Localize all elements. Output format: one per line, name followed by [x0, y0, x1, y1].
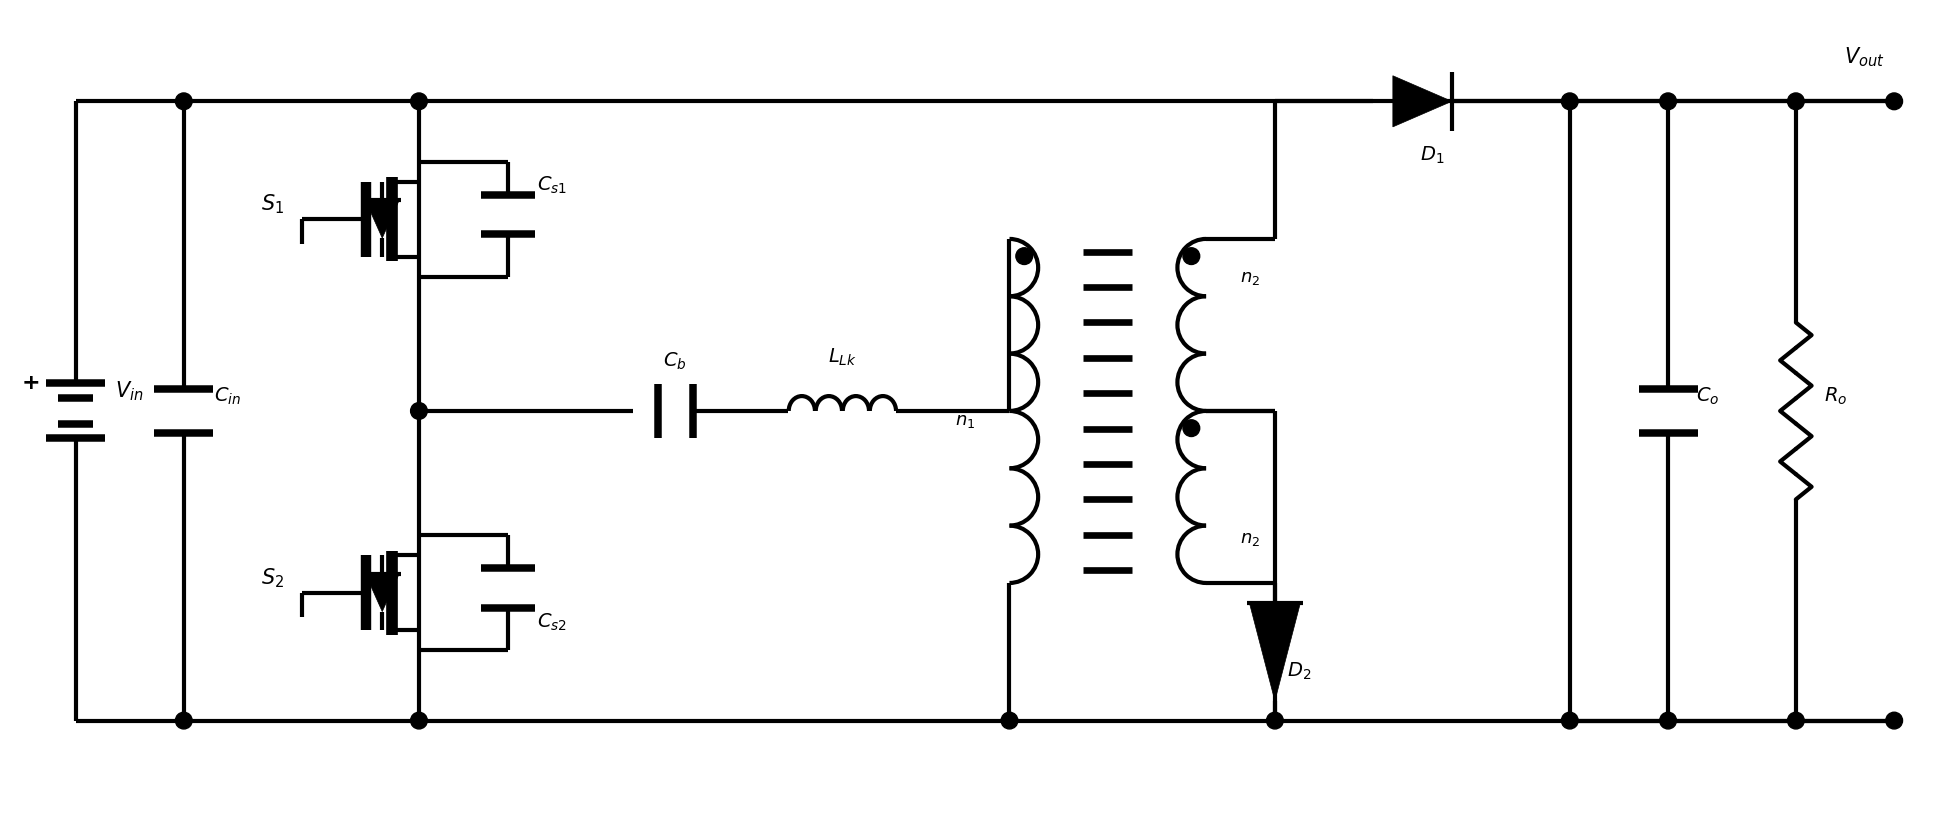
Text: $D_2$: $D_2$: [1288, 661, 1311, 682]
Circle shape: [1788, 93, 1805, 109]
Circle shape: [1788, 712, 1805, 729]
Text: $n_2$: $n_2$: [1241, 530, 1260, 548]
Circle shape: [1015, 248, 1033, 264]
Text: $L_{Lk}$: $L_{Lk}$: [827, 346, 857, 367]
Circle shape: [1184, 419, 1200, 437]
Polygon shape: [1249, 603, 1299, 701]
Circle shape: [1562, 93, 1578, 109]
Text: $C_{in}$: $C_{in}$: [214, 385, 241, 407]
Circle shape: [176, 712, 192, 729]
Text: $C_{s2}$: $C_{s2}$: [537, 612, 566, 633]
Circle shape: [1886, 93, 1903, 109]
Polygon shape: [365, 574, 400, 612]
Circle shape: [1660, 93, 1676, 109]
Text: $S_2$: $S_2$: [261, 566, 284, 590]
Text: $R_o$: $R_o$: [1823, 385, 1846, 407]
Circle shape: [1002, 712, 1017, 729]
Circle shape: [1184, 248, 1200, 264]
Text: $n_2$: $n_2$: [1241, 269, 1260, 287]
Circle shape: [1660, 712, 1676, 729]
Circle shape: [410, 402, 427, 419]
Text: $n_1$: $n_1$: [955, 412, 976, 430]
Text: $S_1$: $S_1$: [261, 193, 284, 216]
Text: +: +: [22, 374, 41, 393]
Text: $D_1$: $D_1$: [1419, 144, 1445, 166]
Circle shape: [1886, 712, 1903, 729]
Text: $C_b$: $C_b$: [664, 351, 688, 372]
Circle shape: [410, 93, 427, 109]
Text: $C_{s1}$: $C_{s1}$: [537, 174, 568, 196]
Circle shape: [176, 93, 192, 109]
Polygon shape: [365, 201, 400, 238]
Polygon shape: [1394, 76, 1452, 126]
Circle shape: [1562, 712, 1578, 729]
Text: $V_{out}$: $V_{out}$: [1844, 45, 1886, 69]
Text: $C_o$: $C_o$: [1695, 385, 1719, 407]
Text: $V_{in}$: $V_{in}$: [116, 379, 143, 403]
Circle shape: [1266, 712, 1284, 729]
Circle shape: [410, 712, 427, 729]
